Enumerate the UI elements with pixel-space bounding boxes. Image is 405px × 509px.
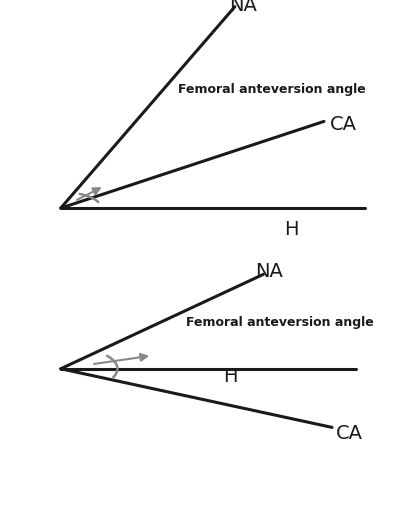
Text: NA: NA	[256, 262, 283, 280]
Text: CA: CA	[336, 423, 363, 442]
Text: H: H	[284, 219, 299, 239]
Text: H: H	[224, 366, 238, 385]
Text: Femoral anteversion angle: Femoral anteversion angle	[186, 316, 374, 328]
Text: NA: NA	[229, 0, 257, 15]
Text: Femoral anteversion angle: Femoral anteversion angle	[178, 82, 366, 96]
Text: CA: CA	[330, 115, 357, 134]
